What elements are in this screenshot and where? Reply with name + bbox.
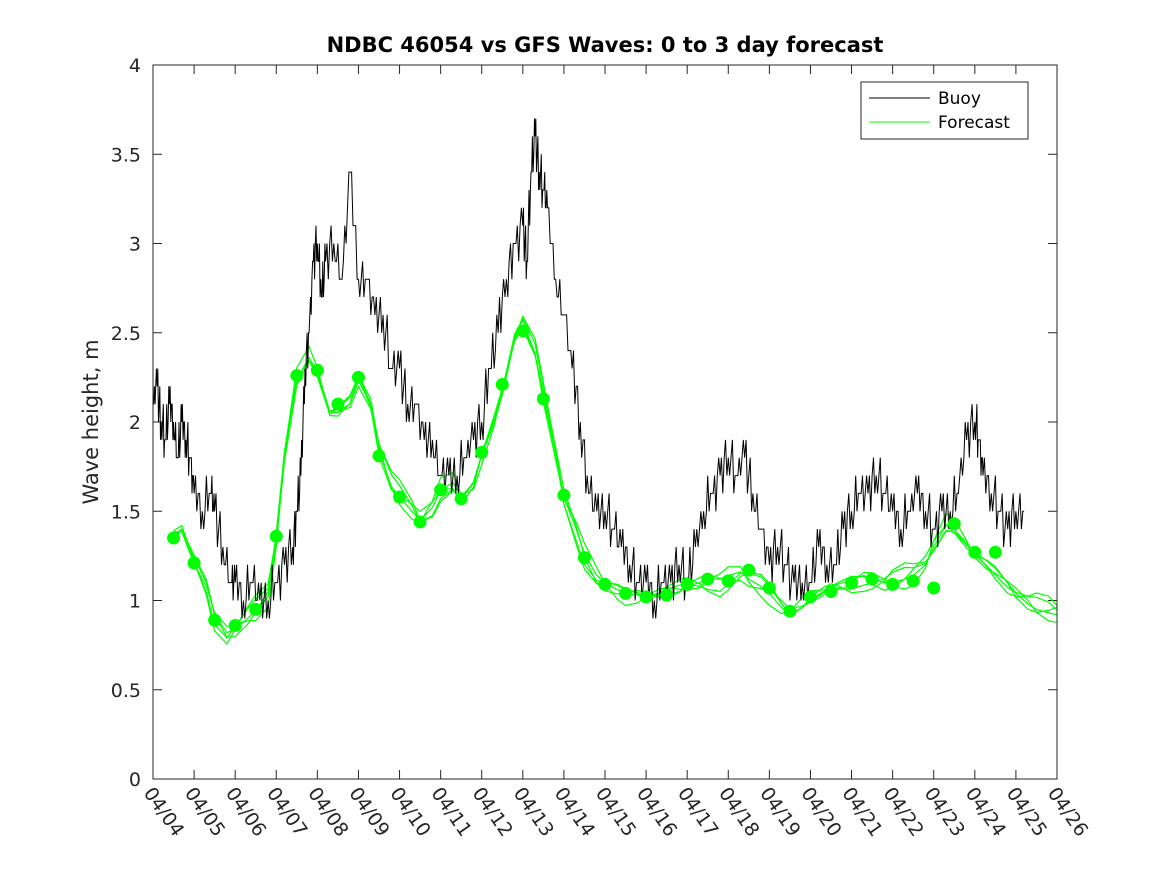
forecast-marker: [598, 577, 612, 591]
forecast-marker: [249, 602, 263, 616]
forecast-series: [173, 314, 1058, 646]
y-tick-label: 0.5: [111, 680, 141, 702]
forecast-marker: [660, 588, 674, 602]
forecast-marker: [947, 517, 961, 531]
forecast-marker: [742, 563, 756, 577]
forecast-marker: [619, 586, 633, 600]
legend-forecast-label: Forecast: [938, 113, 1010, 133]
forecast-markers: [167, 324, 1002, 632]
forecast-marker: [495, 378, 509, 392]
forecast-marker: [577, 551, 591, 565]
forecast-line: [173, 314, 1058, 646]
forecast-marker: [865, 572, 879, 586]
forecast-marker: [516, 324, 530, 338]
forecast-marker: [557, 488, 571, 502]
forecast-marker: [803, 590, 817, 604]
forecast-marker: [187, 556, 201, 570]
forecast-marker: [228, 618, 242, 632]
forecast-line: [173, 327, 1058, 638]
y-tick-label: 2.5: [111, 323, 141, 345]
forecast-marker: [968, 545, 982, 559]
forecast-marker: [783, 604, 797, 618]
forecast-marker: [988, 545, 1002, 559]
legend-buoy-label: Buoy: [938, 89, 981, 109]
forecast-marker: [331, 397, 345, 411]
forecast-marker: [721, 574, 735, 588]
forecast-marker: [680, 577, 694, 591]
forecast-marker: [639, 590, 653, 604]
forecast-marker: [393, 490, 407, 504]
forecast-marker: [372, 449, 386, 463]
forecast-marker: [310, 363, 324, 377]
forecast-marker: [845, 576, 859, 590]
y-axis-label: Wave height, m: [79, 339, 103, 504]
forecast-marker: [824, 585, 838, 599]
forecast-marker: [762, 581, 776, 595]
axes-box: [152, 64, 1058, 780]
forecast-marker: [269, 529, 283, 543]
plot-area: [153, 65, 1057, 779]
forecast-marker: [536, 392, 550, 406]
y-tick-label: 3: [129, 234, 141, 256]
forecast-marker: [701, 572, 715, 586]
y-tick-label: 1: [129, 591, 141, 613]
forecast-marker: [413, 515, 427, 529]
forecast-marker: [454, 492, 468, 506]
buoy-line: [153, 118, 1025, 619]
forecast-marker: [208, 613, 222, 627]
forecast-marker: [906, 574, 920, 588]
y-tick-label: 2: [129, 412, 141, 434]
forecast-marker: [167, 531, 181, 545]
forecast-marker: [351, 370, 365, 384]
forecast-marker: [886, 577, 900, 591]
legend-box: [860, 81, 1029, 140]
forecast-line: [173, 316, 1058, 639]
forecast-marker: [475, 445, 489, 459]
legend: Buoy Forecast: [860, 81, 1029, 140]
y-tick-label: 4: [129, 55, 141, 77]
y-axis-ticks: 0 0.5 1 1.5 2 2.5 3 3.5 4: [111, 55, 1057, 791]
y-tick-label: 1.5: [111, 501, 141, 523]
chart-title: NDBC 46054 vs GFS Waves: 0 to 3 day fore…: [327, 33, 884, 57]
forecast-marker: [290, 369, 304, 383]
forecast-marker: [434, 483, 448, 497]
y-tick-label: 0: [129, 769, 141, 791]
forecast-marker: [927, 581, 941, 595]
y-tick-label: 3.5: [111, 144, 141, 166]
buoy-series: [153, 118, 1025, 619]
